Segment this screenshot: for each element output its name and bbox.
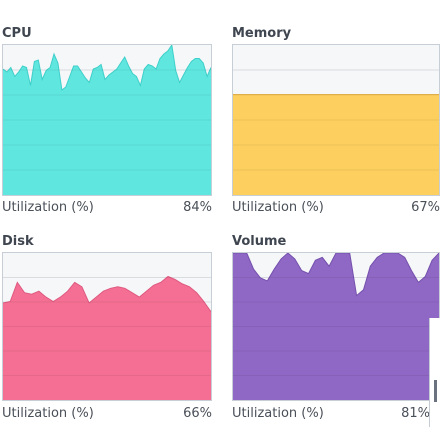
disk-area xyxy=(3,276,211,400)
drag-handle-icon[interactable] xyxy=(434,380,437,402)
memory-panel: Memory Utilization (%) 67% xyxy=(232,26,442,222)
volume-utilization-label: Utilization (%) xyxy=(232,406,324,421)
memory-title: Memory xyxy=(232,26,292,41)
memory-footer: Utilization (%) 67% xyxy=(232,200,440,215)
disk-utilization-label: Utilization (%) xyxy=(2,406,94,421)
volume-line xyxy=(233,253,439,297)
cpu-chart-svg xyxy=(3,45,211,195)
cpu-chart xyxy=(2,44,212,196)
memory-utilization-label: Utilization (%) xyxy=(232,200,324,215)
memory-utilization-value: 67% xyxy=(411,200,440,215)
volume-panel: Volume Utilization (%) 81% xyxy=(232,234,442,427)
cpu-line xyxy=(3,45,211,91)
disk-chart-svg xyxy=(3,275,211,400)
overlapping-window-edge[interactable] xyxy=(429,318,442,427)
disk-panel: Disk Utilization (%) 66% xyxy=(2,234,212,427)
volume-footer: Utilization (%) 81% xyxy=(232,406,430,421)
disk-footer: Utilization (%) 66% xyxy=(2,406,212,421)
cpu-utilization-label: Utilization (%) xyxy=(2,200,94,215)
volume-title: Volume xyxy=(232,234,287,249)
volume-utilization-value: 81% xyxy=(401,406,430,421)
memory-chart xyxy=(232,44,440,196)
disk-title: Disk xyxy=(2,234,34,249)
disk-utilization-value: 66% xyxy=(183,406,212,421)
volume-area xyxy=(233,253,439,400)
cpu-footer: Utilization (%) 84% xyxy=(2,200,212,215)
memory-chart-svg xyxy=(233,69,439,195)
cpu-area xyxy=(3,45,211,195)
memory-area xyxy=(233,94,439,195)
volume-chart xyxy=(232,252,440,401)
cpu-utilization-value: 84% xyxy=(183,200,212,215)
disk-chart xyxy=(2,252,212,401)
cpu-title: CPU xyxy=(2,26,32,41)
cpu-panel: CPU Utilization (%) 84% xyxy=(2,26,212,222)
volume-chart-svg xyxy=(233,253,439,400)
disk-line xyxy=(3,275,211,313)
